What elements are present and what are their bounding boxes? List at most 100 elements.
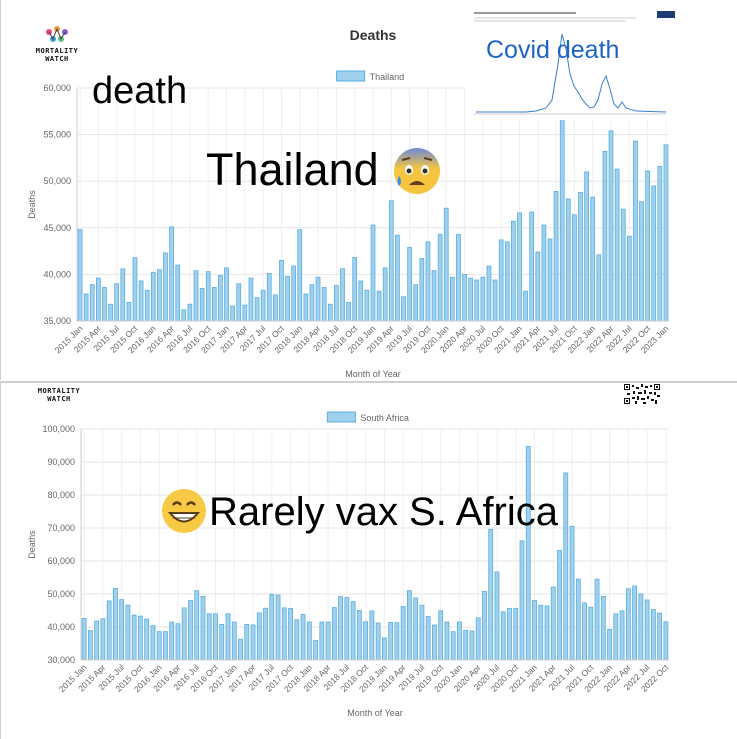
bar — [370, 224, 376, 322]
logo-mark-icon — [46, 26, 68, 42]
bar — [538, 604, 544, 661]
bar — [584, 171, 589, 322]
bar — [350, 601, 356, 661]
bar — [657, 165, 663, 322]
bar — [288, 608, 293, 661]
bar — [83, 293, 89, 322]
logo-line1: MORTALITY — [35, 47, 79, 55]
bar — [306, 621, 312, 661]
bar — [96, 277, 101, 322]
bar — [244, 623, 250, 661]
qr-code-icon — [624, 384, 660, 404]
y-tick-label: 55,000 — [43, 130, 71, 140]
bar — [438, 610, 444, 661]
bar — [256, 612, 262, 661]
bar — [456, 233, 461, 322]
bar — [462, 273, 467, 322]
bar — [557, 550, 562, 661]
bar — [206, 613, 212, 661]
bar — [400, 606, 406, 661]
bar — [535, 251, 541, 322]
logo-line2: WATCH — [47, 395, 71, 403]
bar — [444, 621, 450, 661]
legend-swatch — [336, 70, 366, 82]
bar — [376, 290, 382, 322]
y-tick-label: 100,000 — [42, 424, 75, 434]
bar — [119, 599, 125, 661]
bar — [205, 271, 211, 322]
bar — [614, 168, 620, 322]
bar — [413, 597, 419, 661]
mortality-watch-logo-bottom: MORTALITY WATCH — [29, 387, 89, 403]
bar — [382, 267, 388, 322]
bar — [663, 621, 669, 661]
bar — [494, 571, 500, 661]
overlay-death-text: death — [92, 70, 188, 112]
y-tick-label: 60,000 — [47, 556, 75, 566]
bar — [364, 289, 370, 322]
chart-legend: Thailand — [336, 70, 404, 82]
bar — [381, 637, 387, 661]
bar — [272, 294, 278, 322]
bar — [313, 640, 318, 661]
bar — [231, 621, 237, 661]
y-tick-label: 50,000 — [43, 176, 71, 186]
bar — [523, 290, 528, 322]
bar — [507, 608, 512, 661]
bar — [519, 540, 525, 661]
bar — [626, 235, 632, 322]
bar — [625, 588, 631, 661]
legend-label: South Africa — [360, 413, 409, 423]
bar — [279, 260, 284, 322]
bar — [263, 607, 268, 661]
bar — [500, 611, 506, 661]
bar — [468, 277, 474, 322]
bar — [553, 191, 559, 322]
bar — [578, 191, 583, 322]
bar — [285, 275, 290, 322]
thailand-chart-panel: MORTALITY WATCH Deaths Thailand 35,000 40,0… — [0, 0, 671, 380]
bar — [474, 279, 480, 322]
bar — [309, 284, 315, 322]
bar — [219, 623, 225, 661]
bar — [594, 578, 600, 661]
bar — [138, 280, 144, 322]
y-tick-label: 70,000 — [47, 523, 75, 533]
bar — [358, 280, 364, 322]
bar — [450, 631, 456, 661]
bar — [352, 257, 358, 322]
bar — [541, 224, 547, 322]
bar — [608, 130, 614, 322]
bar — [157, 269, 162, 322]
logo-line2: WATCH — [45, 55, 69, 63]
bar — [89, 284, 95, 322]
bar — [200, 595, 206, 661]
bar — [588, 606, 594, 661]
bar — [211, 287, 217, 322]
bar — [550, 586, 556, 661]
bar — [449, 276, 455, 322]
bar — [199, 287, 205, 322]
bar — [511, 220, 516, 322]
bar — [334, 285, 339, 322]
bar — [275, 594, 281, 661]
bar — [437, 233, 443, 322]
bar — [602, 150, 608, 322]
bar — [188, 600, 193, 661]
legend-swatch — [326, 411, 356, 423]
bar — [356, 610, 362, 661]
bar — [645, 170, 650, 322]
bar — [463, 629, 469, 661]
bar — [260, 289, 266, 322]
bar — [572, 214, 577, 322]
bar — [181, 309, 187, 322]
bar — [321, 287, 327, 322]
y-axis-title: Deaths — [27, 190, 37, 219]
overlay-rarely-vax-text: Rarely vax S. Africa — [209, 490, 559, 534]
bar — [407, 590, 412, 661]
bar — [156, 631, 162, 661]
y-tick-label: 80,000 — [47, 490, 75, 500]
bar — [250, 624, 256, 661]
bar — [443, 207, 449, 322]
bar — [218, 274, 223, 322]
